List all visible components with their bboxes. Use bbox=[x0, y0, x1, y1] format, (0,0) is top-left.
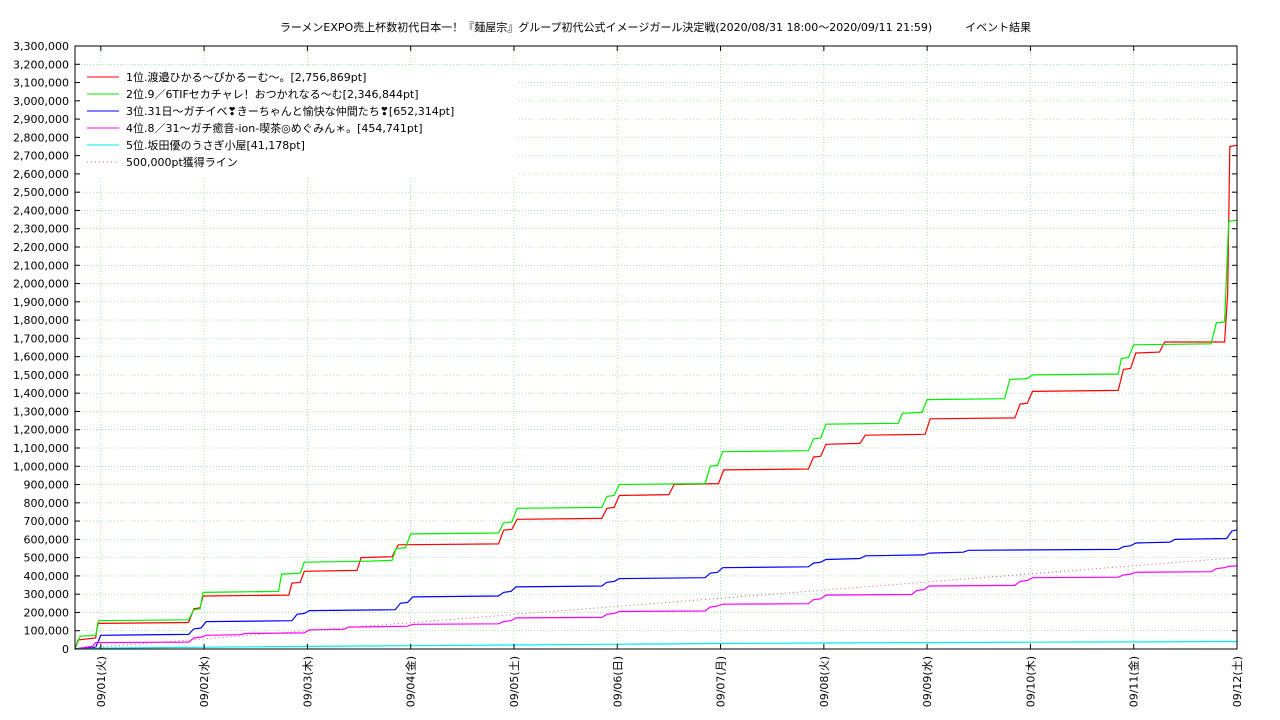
legend: 1位.渡邉ひかる〜ぴかるーむ〜。[2,756,869pt] 2位.9／6TIFセカ… bbox=[81, 66, 519, 178]
legend-label: 2位.9／6TIFセカチャレ！おつかれなる〜む[2,346,844pt] bbox=[126, 87, 419, 101]
y-tick-label: 700,000 bbox=[24, 515, 70, 528]
y-tick-label: 2,200,000 bbox=[13, 241, 69, 254]
y-tick-label: 100,000 bbox=[24, 625, 70, 638]
y-tick-label: 2,300,000 bbox=[13, 223, 69, 236]
series-line bbox=[74, 144, 1238, 650]
y-tick-label: 900,000 bbox=[24, 479, 70, 492]
axes: 0 100,000 200,000 300,000 400,000 500,000 600,… bbox=[13, 40, 1244, 707]
plot-frame bbox=[74, 45, 1238, 650]
legend-label: 3位.31日〜ガチイベ❣きーちゃんと愉快な仲間たち❣[652,314pt] bbox=[126, 104, 454, 118]
y-tick-label: 1,600,000 bbox=[13, 351, 69, 364]
series-line bbox=[74, 219, 1238, 650]
chart-title: ラーメンEXPO売上杯数初代日本一！『麺屋宗』グループ初代公式イメージガール決定… bbox=[279, 21, 1032, 34]
legend-box bbox=[81, 66, 519, 178]
y-tick-label: 800,000 bbox=[24, 497, 70, 510]
x-tick-label: 09/04(金) bbox=[404, 656, 418, 707]
y-tick-label: 3,100,000 bbox=[13, 77, 69, 90]
y-tick-label: 2,800,000 bbox=[13, 131, 69, 144]
x-tick-label: 09/02(水) bbox=[198, 656, 211, 707]
x-tick-label: 09/10(木) bbox=[1024, 656, 1037, 707]
y-tick-label: 1,400,000 bbox=[13, 387, 69, 400]
x-tick-label: 09/07(月) bbox=[715, 656, 728, 707]
series-line bbox=[74, 565, 1238, 650]
y-tick-label: 1,900,000 bbox=[13, 296, 69, 309]
y-tick-label: 2,700,000 bbox=[13, 150, 69, 163]
series-line bbox=[74, 640, 1238, 650]
y-tick-label: 2,000,000 bbox=[13, 278, 69, 291]
x-tick-label: 09/05(土) bbox=[508, 656, 521, 707]
y-tick-label: 3,200,000 bbox=[13, 58, 69, 71]
y-tick-label: 0 bbox=[62, 643, 69, 656]
y-tick-label: 600,000 bbox=[24, 533, 70, 546]
series-lines bbox=[74, 144, 1238, 650]
legend-label: 500,000pt獲得ライン bbox=[126, 156, 238, 169]
legend-label: 5位.坂田優のうさぎ小屋[41,178pt] bbox=[126, 138, 305, 152]
y-tick-label: 1,800,000 bbox=[13, 314, 69, 327]
legend-label: 1位.渡邉ひかる〜ぴかるーむ〜。[2,756,869pt] bbox=[126, 70, 366, 84]
y-tick-label: 1,300,000 bbox=[13, 405, 69, 418]
y-tick-label: 1,200,000 bbox=[13, 424, 69, 437]
y-tick-label: 500,000 bbox=[24, 552, 70, 565]
x-tick-label: 09/08(火) bbox=[818, 656, 831, 707]
series-line bbox=[74, 529, 1238, 650]
y-tick-label: 2,400,000 bbox=[13, 204, 69, 217]
y-tick-label: 1,000,000 bbox=[13, 460, 69, 473]
y-tick-label: 3,300,000 bbox=[13, 40, 69, 53]
x-tick-label: 09/09(水) bbox=[921, 656, 934, 707]
y-tick-label: 1,100,000 bbox=[13, 442, 69, 455]
y-tick-label: 2,100,000 bbox=[13, 259, 69, 272]
y-tick-label: 2,500,000 bbox=[13, 186, 69, 199]
series-line bbox=[74, 557, 1238, 650]
y-tick-label: 200,000 bbox=[24, 606, 70, 619]
y-tick-label: 1,700,000 bbox=[13, 332, 69, 345]
x-tick-label: 09/01(火) bbox=[95, 656, 108, 707]
y-tick-label: 300,000 bbox=[24, 588, 70, 601]
y-tick-label: 2,900,000 bbox=[13, 113, 69, 126]
x-tick-label: 09/06(日) bbox=[611, 656, 624, 707]
y-tick-label: 1,500,000 bbox=[13, 369, 69, 382]
x-tick-label: 09/03(木) bbox=[301, 656, 314, 707]
y-tick-label: 2,600,000 bbox=[13, 168, 69, 181]
x-tick-label: 09/11(金) bbox=[1127, 656, 1141, 707]
y-tick-label: 3,000,000 bbox=[13, 95, 69, 108]
x-tick-label: 09/12(土) bbox=[1231, 656, 1244, 707]
y-tick-label: 400,000 bbox=[24, 570, 70, 583]
legend-label: 4位.8／31〜ガチ癒音-ion-喫茶◎めぐみん＊。[454,741pt] bbox=[126, 121, 422, 135]
